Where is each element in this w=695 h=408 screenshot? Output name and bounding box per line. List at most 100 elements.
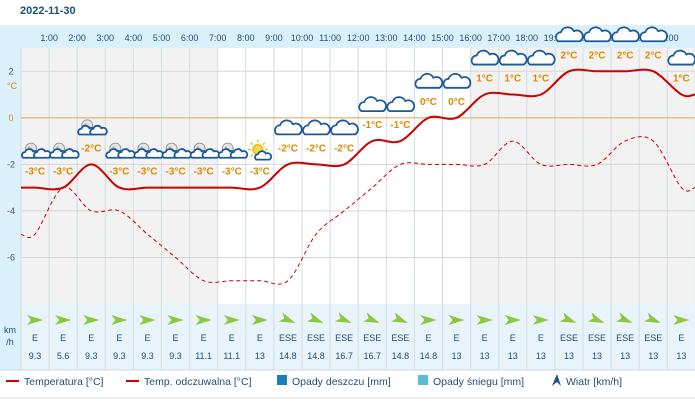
- legend-box-swatch: [277, 375, 287, 385]
- wind-arrow-icon: [55, 315, 72, 325]
- wind-speed-label: 16.7: [335, 351, 353, 361]
- plot-column-bg: [49, 48, 78, 304]
- temperature-label: -3°C: [53, 167, 73, 178]
- wind-arrow-shape: [448, 315, 465, 325]
- plot-column-bg: [583, 48, 612, 304]
- wind-arrow-icon: [420, 315, 437, 325]
- wind-arrow-shape: [391, 312, 408, 324]
- cloud-shape: [302, 119, 331, 136]
- sun-ray: [250, 154, 254, 158]
- wind-speed-label: 9.3: [169, 351, 182, 361]
- sun-ray: [250, 142, 254, 146]
- plot-column-bg: [302, 48, 331, 304]
- wind-arrow-shape: [504, 315, 521, 325]
- wind-arrow-icon: [334, 312, 352, 324]
- temperature-label: -2°C: [278, 143, 298, 154]
- wind-arrow-icon: [559, 312, 577, 324]
- hour-label: 8:00: [237, 33, 255, 43]
- temperature-label: -2°C: [306, 143, 326, 154]
- wind-arrow-shape: [334, 312, 352, 324]
- wind-speed-label: 14.8: [392, 351, 410, 361]
- temperature-label: 2°C: [561, 50, 578, 61]
- plot-column-bg: [273, 48, 302, 304]
- wind-arrow-shape: [278, 312, 296, 324]
- plot-column-bg: [667, 48, 695, 304]
- wind-arrow-shape: [420, 315, 437, 325]
- legend: Temperatura [°C] Temp. odczuwalna [°C] Opa…: [6, 374, 622, 388]
- cloud-shape: [386, 96, 416, 112]
- wind-direction-label: E: [425, 333, 431, 343]
- wind-arrow-icon: [223, 315, 240, 325]
- legend-box-swatch: [418, 375, 428, 385]
- cloud-icon: [330, 119, 359, 136]
- wind-arrow-shape: [195, 315, 212, 325]
- wind-direction-label: E: [482, 333, 488, 343]
- temperature-label: -3°C: [250, 167, 270, 178]
- cloud-shape: [89, 124, 108, 136]
- wind-arrow-icon: [448, 315, 465, 325]
- wind-speed-label: 13: [255, 351, 265, 361]
- wind-arrow-icon: [643, 312, 661, 324]
- plot-column-bg: [554, 48, 583, 304]
- plot-column-bg: [358, 48, 387, 304]
- cloud-icon: [527, 49, 556, 66]
- wind-arrow-icon: [504, 315, 521, 325]
- hour-label: 2:00: [68, 33, 86, 43]
- cloud-shape: [498, 49, 528, 66]
- wind-arrow-shape: [27, 315, 44, 325]
- wind-speed-label: 9.3: [85, 351, 98, 361]
- wind-arrow-icon: [532, 315, 549, 325]
- wind-direction-label: E: [201, 333, 207, 343]
- wind-direction-label: E: [678, 333, 684, 343]
- wind-arrow-icon: [139, 315, 156, 325]
- temperature-label: -3°C: [222, 167, 242, 178]
- plot-column-bg: [442, 48, 471, 304]
- hour-label: 17:00: [487, 33, 510, 43]
- temperature-label: 2°C: [645, 50, 662, 61]
- temperature-label: 2°C: [617, 50, 634, 61]
- cloud-shape: [330, 119, 359, 136]
- cloud-shape: [358, 96, 387, 112]
- moon-spot: [84, 123, 87, 126]
- wind-arrow-shape: [251, 315, 268, 325]
- hour-label: 1:00: [40, 33, 58, 43]
- cloud-shape: [667, 49, 695, 66]
- legend-label: Opady deszczu [mm]: [292, 376, 391, 388]
- plot-column-bg: [611, 48, 640, 304]
- wind-direction-label: ESE: [307, 333, 325, 343]
- cloud-shape: [61, 148, 80, 159]
- moon-spot: [168, 146, 171, 149]
- plot-column-bg: [414, 48, 443, 304]
- wind-arrow-shape: [643, 312, 661, 324]
- wind-direction-label: ESE: [560, 333, 578, 343]
- wind-direction-label: E: [116, 333, 122, 343]
- forecast-date: 2022-11-30: [20, 5, 76, 17]
- hour-label: 4:00: [125, 33, 143, 43]
- cloud-shape: [527, 49, 556, 66]
- night-cloud-icon: [189, 142, 221, 159]
- legend-label: Wiatr [km/h]: [566, 376, 622, 388]
- sun-cloud-icon: [247, 139, 273, 161]
- wind-direction-label: E: [229, 333, 235, 343]
- y-tick-label: -6: [7, 252, 15, 262]
- wind-speed-label: 9.3: [141, 351, 154, 361]
- wind-direction-label: E: [32, 333, 38, 343]
- wind-arrow-icon: [27, 315, 44, 325]
- wind-direction-label: E: [88, 333, 94, 343]
- wind-speed-label: 16.7: [363, 351, 381, 361]
- wind-arrow-shape: [167, 315, 184, 325]
- cloud-icon: [442, 72, 472, 89]
- hour-label: 15:00: [431, 33, 454, 43]
- moon-spot: [56, 146, 59, 149]
- wind-direction-label: ESE: [335, 333, 353, 343]
- plot-column-bg: [330, 48, 359, 304]
- wind-axis-unit: /h: [6, 337, 14, 347]
- night-cloud-icon: [77, 119, 108, 136]
- wind-arrow-shape: [559, 312, 577, 324]
- wind-arrow-shape: [587, 312, 605, 324]
- cloud-shape: [611, 26, 640, 43]
- wind-arrow-icon: [391, 312, 408, 324]
- temperature-label: 2°C: [589, 50, 606, 61]
- wind-arrow-icon: [306, 312, 324, 324]
